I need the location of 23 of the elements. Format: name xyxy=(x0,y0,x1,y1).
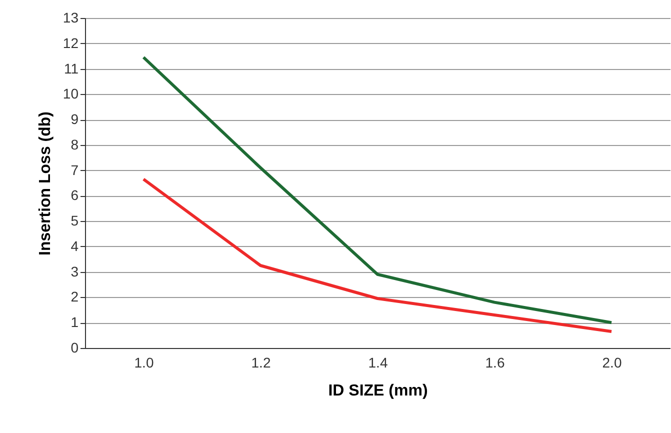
y-tick-label: 0 xyxy=(70,340,79,356)
y-tick-label: 9 xyxy=(70,111,79,128)
y-tick-label: 6 xyxy=(70,187,79,204)
x-tick-label: 1.2 xyxy=(251,354,271,370)
line-series xyxy=(142,56,613,324)
y-tick-label: 4 xyxy=(70,238,79,254)
x-tick-label: 1.4 xyxy=(368,354,388,370)
line-series xyxy=(142,178,613,333)
y-tick-label: 7 xyxy=(70,162,79,178)
y-tick-label: 2 xyxy=(70,288,79,305)
x-tick-label: 2.0 xyxy=(602,354,622,370)
x-axis-title: ID SIZE (mm) xyxy=(328,382,428,400)
y-tick-label: 10 xyxy=(62,86,79,102)
x-tick-label: 1.6 xyxy=(485,354,505,370)
y-tick-label: 12 xyxy=(62,34,79,51)
y-tick-label: 8 xyxy=(70,136,79,152)
y-tick-label: 13 xyxy=(62,10,79,26)
y-tick-label: 1 xyxy=(70,314,79,330)
y-axis-title: Insertion Loss (db) xyxy=(36,112,54,256)
y-tick-label: 5 xyxy=(70,212,79,229)
y-tick-label: 3 xyxy=(70,263,79,280)
y-tick-label: 11 xyxy=(64,60,79,76)
x-tick-label: 1.0 xyxy=(134,354,154,370)
